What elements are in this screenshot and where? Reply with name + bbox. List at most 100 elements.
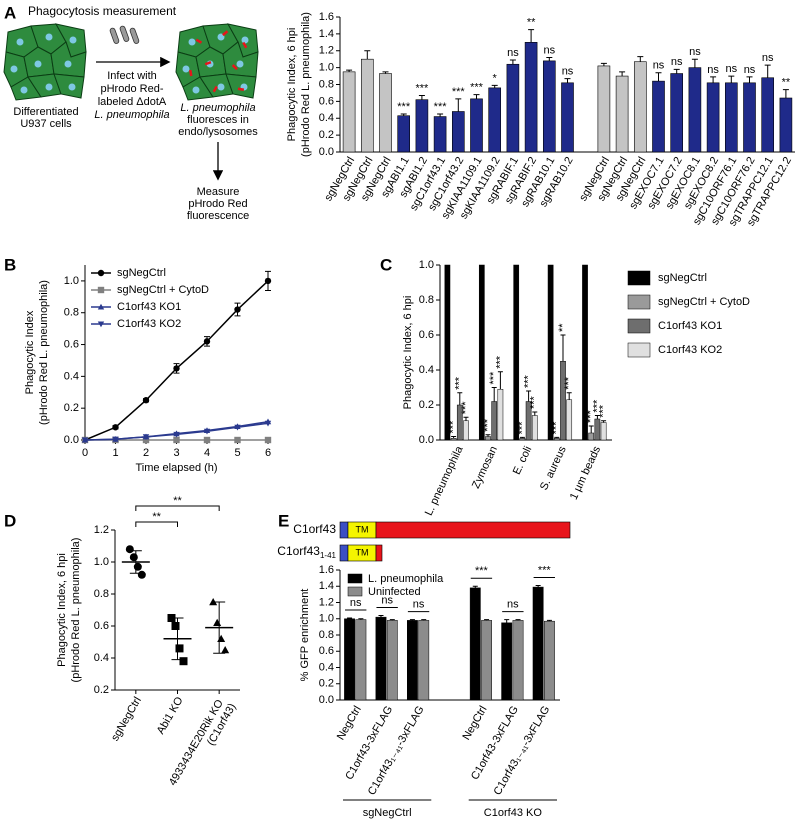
error-bar [409,619,415,621]
bar [588,432,595,441]
error-bar [347,617,353,619]
data-point [234,424,241,431]
sd-bar [171,617,184,661]
error-bar [546,619,552,622]
y-tick-label: 0.4 [64,370,79,382]
data-point [125,545,134,554]
y-axis-label: (pHrodo Red L. pneumophila) [38,280,50,425]
significance-label: ns [543,44,555,56]
legend-swatch [347,573,363,584]
significance-label: *** [475,565,489,577]
error-bar [764,64,771,78]
error-bar [532,411,538,416]
error-bar [421,619,427,621]
bar [506,63,520,153]
y-tick-label: 1.0 [419,259,434,271]
legend-swatch [347,586,363,597]
significance-label: ns [507,47,519,59]
data-point [217,634,226,642]
x-tick-label: Abi1 KO [155,695,186,737]
bar [501,622,513,701]
error-bar [389,619,395,621]
x-tick-label: sgNegCtrl [109,695,144,743]
bar [386,620,398,701]
error-bar [746,76,753,83]
significance-label: *** [538,564,552,576]
y-tick-label: 0.4 [94,652,109,664]
error-bar [600,62,607,66]
rect-shape [222,30,229,37]
significance-label: *** [523,374,535,388]
diagram-label: Measure [197,186,240,198]
bar [451,111,465,153]
x-tick-label: 1 [112,447,118,459]
error-bar [509,59,516,65]
data-point [264,436,272,444]
comparison-bracket [135,505,220,511]
bar [566,399,573,441]
error-bar [515,619,521,621]
y-tick-label: 0.6 [319,95,334,107]
y-axis-label: (pHrodo Red L. pneumophila) [300,12,312,157]
y-tick-label: 0.6 [419,329,434,341]
rect-shape [189,69,193,77]
data-point [203,436,211,444]
y-tick-label: 0.0 [319,694,334,706]
y-tick-label: 1.0 [94,556,109,568]
significance-label: ns [562,66,574,78]
diagram-a: Phagocytosis measurement Differentiated … [3,4,259,222]
error-bar [564,78,571,83]
cell-cluster [3,23,87,101]
bar [553,438,560,441]
panel-letter: D [4,511,16,530]
data-point [173,436,180,444]
construct-segment [375,521,571,539]
y-axis-label: Phagocytic Index, 6 hpi [286,28,298,142]
construct-name: C1orf431-41 [277,544,336,560]
significance-label: ns [725,63,737,75]
error-bar [400,113,407,116]
error-bar [691,58,698,68]
rect-shape [109,27,120,44]
legend-marker [97,269,105,277]
bar [481,620,492,701]
legend-label: C1orf43 KO2 [117,318,181,330]
diagram-label: L. pneumophila [94,109,169,121]
rect-shape [129,27,140,44]
y-axis-label: Phagocytic Index [24,310,36,394]
diagram-label: L. pneumophila [180,102,255,114]
x-tick-label: S. aureus [538,444,569,492]
legend-label: sgNegCtrl + CytoD [117,284,209,296]
comparison-bracket [135,521,178,527]
data-point [112,424,119,431]
diagram-label: endo/lysosomes [178,126,258,138]
error-bar [673,68,680,74]
significance-label: ** [152,511,161,523]
y-tick-label: 0.6 [94,620,109,632]
rect-shape [204,61,212,66]
error-bar [473,94,480,99]
legend-label: C1orf43 KO1 [117,301,181,313]
error-bar [655,72,662,82]
y-tick-label: 1.4 [319,580,334,592]
y-tick-label: 0.4 [319,112,334,124]
data-point [171,622,180,630]
x-tick-label: C1orf43₁₋₄₁-3xFLAG [366,704,427,797]
significance-label: ns [413,598,425,610]
panel-letter: C [380,255,392,274]
rect-shape [231,64,238,71]
bar [433,116,447,153]
bar [485,436,491,441]
bar [542,60,556,153]
bar [407,620,418,701]
domain-label: TM [356,524,369,534]
bar [743,82,756,153]
error-bar [528,29,535,43]
legend-swatch [627,318,651,334]
significance-label: *** [529,395,541,409]
bar [450,438,457,441]
bar [375,616,387,701]
y-tick-label: 0.8 [94,588,109,600]
legend-swatch [627,270,651,286]
legend-label: Uninfected [368,586,421,598]
